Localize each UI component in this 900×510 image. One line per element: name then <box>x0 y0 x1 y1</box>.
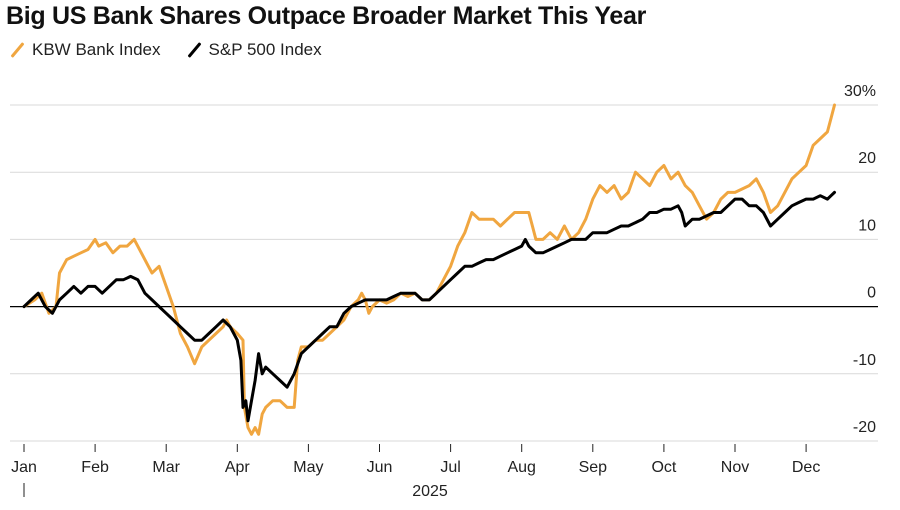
legend-label-kbw: KBW Bank Index <box>32 40 161 59</box>
x-tick-label: Jun <box>367 459 393 476</box>
series-lines <box>22 103 836 436</box>
x-tick-label: Nov <box>721 459 749 476</box>
x-tick-label: Apr <box>225 459 251 476</box>
y-tick-label: 0 <box>867 285 876 302</box>
legend-item-sp500: S&P 500 Index <box>187 40 322 60</box>
kbw-bank-index-line <box>22 103 836 436</box>
y-tick-label: 30% <box>844 83 876 100</box>
legend-label-sp500: S&P 500 Index <box>208 40 322 59</box>
x-tick-label: Feb <box>81 459 109 476</box>
chart-title: Big US Bank Shares Outpace Broader Marke… <box>6 2 647 30</box>
y-tick-label: 10 <box>858 217 876 234</box>
legend: KBW Bank Index S&P 500 Index <box>10 40 322 60</box>
y-tick-label: 20 <box>858 150 876 167</box>
x-axis-year-label: 2025 <box>412 483 448 500</box>
y-tick-label: -20 <box>853 419 876 436</box>
gridlines <box>10 104 878 442</box>
x-tick-label: Aug <box>507 459 535 476</box>
x-tick-label: Jul <box>440 459 460 476</box>
x-tick-label: May <box>293 459 323 476</box>
legend-item-kbw: KBW Bank Index <box>10 40 161 60</box>
y-tick-label: -10 <box>853 352 876 369</box>
x-tick-label: Oct <box>651 459 676 476</box>
x-axis: Jan Feb Mar Apr May Jun Jul Aug Sep Oct Nov Dec 2025 <box>11 444 820 500</box>
x-tick-label: Mar <box>152 459 180 476</box>
x-tick-label: Dec <box>792 459 820 476</box>
sp500-index-line <box>22 190 836 423</box>
y-axis-labels: 30% 20 10 0 -10 -20 <box>844 83 876 436</box>
x-tick-label: Jan <box>11 459 37 476</box>
x-tick-label: Sep <box>579 459 608 476</box>
